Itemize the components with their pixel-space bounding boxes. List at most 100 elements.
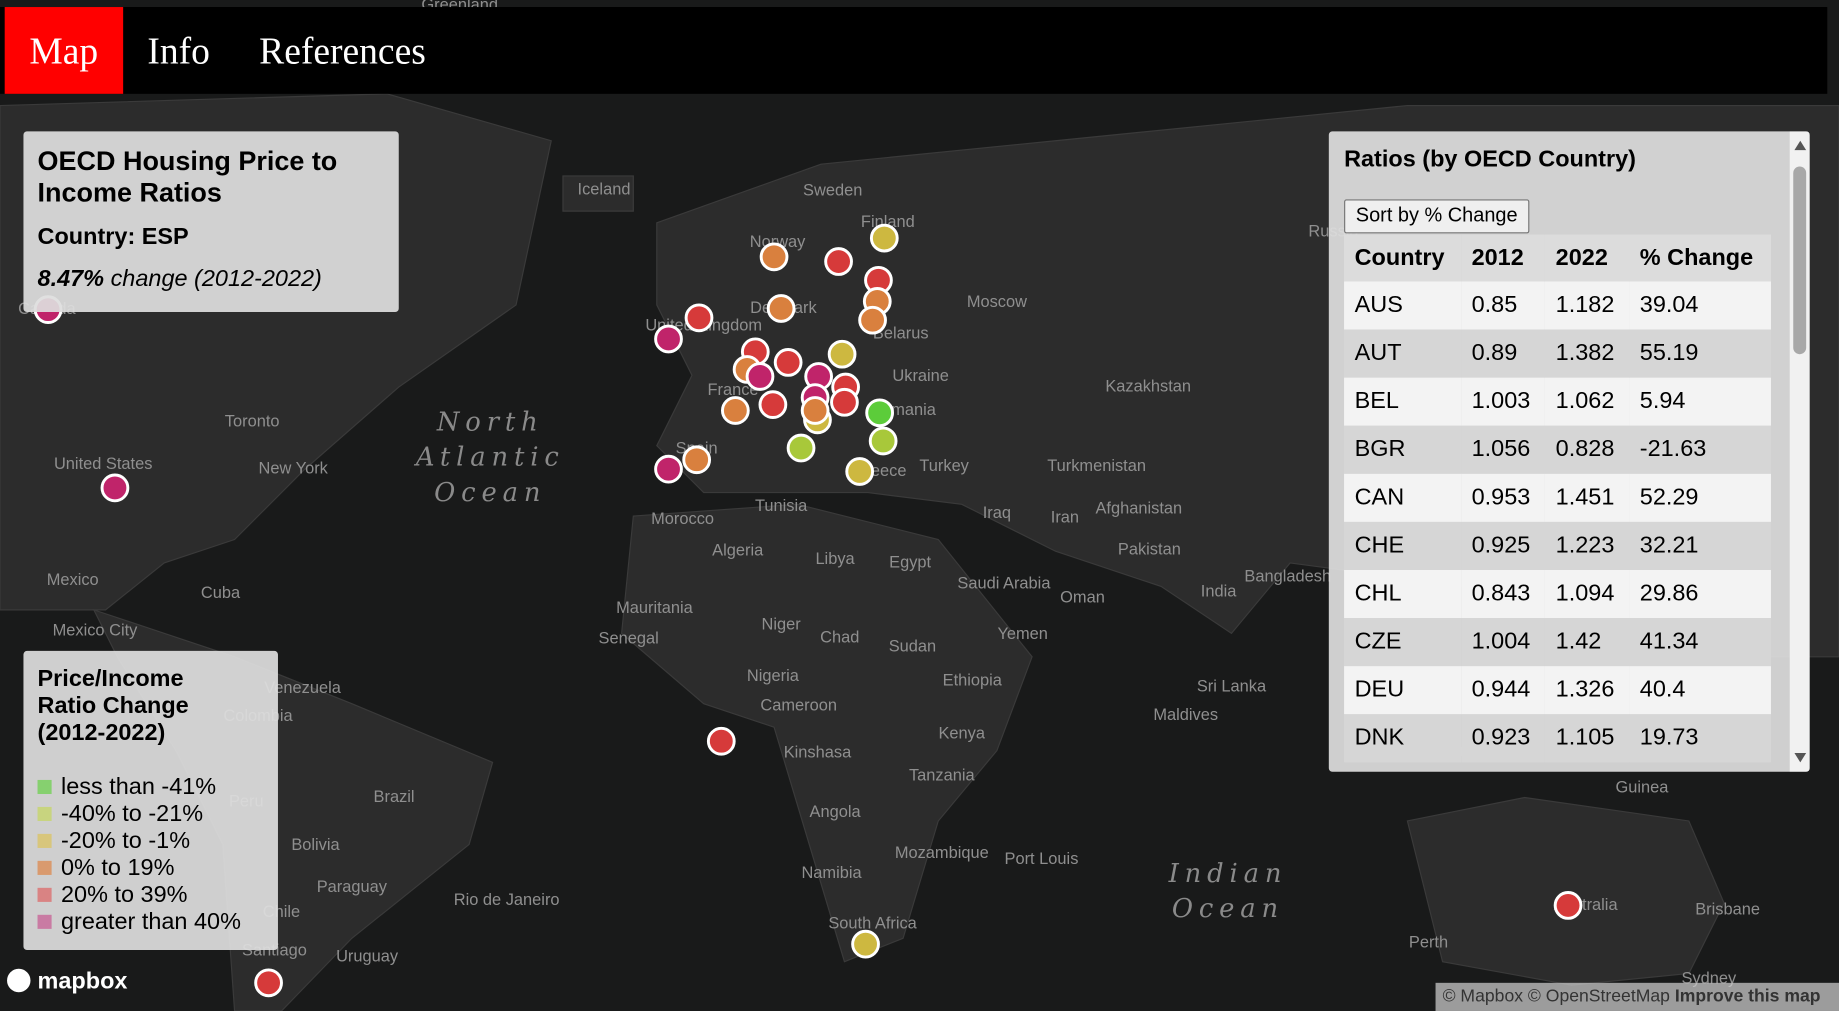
ocean-label: Atlantic <box>414 443 565 473</box>
country-marker[interactable] <box>766 294 796 323</box>
table-cell: 0.89 <box>1461 329 1546 378</box>
table-cell: DNK <box>1344 714 1462 763</box>
place-label: Iceland <box>578 180 631 198</box>
country-marker[interactable] <box>706 726 736 756</box>
table-cell: 29.86 <box>1629 569 1771 619</box>
table-cell: 0.828 <box>1545 425 1630 474</box>
place-label: Moscow <box>967 293 1027 311</box>
scroll-down[interactable] <box>1794 752 1807 763</box>
nav-item[interactable]: Info <box>147 29 210 72</box>
place-label: France <box>707 381 758 399</box>
place-label: Mauritania <box>616 599 693 617</box>
table-cell: 1.105 <box>1545 714 1630 763</box>
country-marker[interactable] <box>254 968 283 998</box>
table-cell: 1.326 <box>1545 666 1630 715</box>
table-cell: 41.34 <box>1629 618 1771 667</box>
country-marker[interactable] <box>100 473 130 503</box>
place-label: Egypt <box>889 553 931 571</box>
place-label: United States <box>54 455 152 473</box>
country-marker[interactable] <box>786 433 816 463</box>
table-cell: 0.925 <box>1461 521 1546 570</box>
legend-label: -40% to -21% <box>60 801 204 827</box>
country-marker[interactable] <box>758 390 788 419</box>
country-marker[interactable] <box>720 396 750 425</box>
sort-button[interactable]: Sort by % Change <box>1344 199 1530 234</box>
place-label: Port Louis <box>1005 850 1079 868</box>
country-marker[interactable] <box>745 362 775 391</box>
country-marker[interactable] <box>773 348 803 377</box>
legend-swatch <box>37 914 52 929</box>
legend-label: less than -41% <box>60 774 217 800</box>
place-label: Namibia <box>801 864 862 882</box>
table-row: BGR 1.056 0.828 -21.63 <box>1344 425 1771 474</box>
place-label: Norway <box>750 233 806 251</box>
country-marker[interactable] <box>824 247 853 276</box>
column-header: 2022 <box>1545 234 1630 282</box>
place-label: Kenya <box>938 725 985 743</box>
place-label: Kinshasa <box>784 743 852 761</box>
legend-label: 20% to 39% <box>60 881 188 908</box>
legend-item: greater than 40% <box>37 909 241 936</box>
ocean-label: North <box>436 407 544 437</box>
nav-item[interactable]: References <box>259 29 426 72</box>
nav-item[interactable]: Map <box>4 7 123 94</box>
table-cell: 1.056 <box>1461 425 1546 474</box>
place-label: Morocco <box>651 510 714 528</box>
country-marker[interactable] <box>845 457 875 486</box>
country-marker[interactable] <box>800 396 830 425</box>
scrollbar[interactable] <box>1789 131 1810 772</box>
legend-swatch <box>37 860 52 875</box>
nav-bar: Map Info References <box>0 7 1828 94</box>
table-cell: 55.19 <box>1629 329 1771 378</box>
place-label: Angola <box>810 803 862 821</box>
attribution-text[interactable]: © Mapbox © OpenStreetMap <box>1442 986 1670 1007</box>
country-marker[interactable] <box>827 339 857 369</box>
country-marker[interactable] <box>684 303 714 333</box>
place-label: Turkmenistan <box>1047 457 1146 475</box>
legend-swatch <box>37 806 52 821</box>
table-cell: AUS <box>1344 281 1462 330</box>
scroll-up[interactable] <box>1794 140 1807 151</box>
country-marker[interactable] <box>682 445 712 475</box>
place-label: Oman <box>1060 588 1105 606</box>
table-cell: CAN <box>1344 473 1462 522</box>
table-cell: BGR <box>1344 425 1462 474</box>
improve-link[interactable]: Improve this map <box>1674 986 1821 1007</box>
country-marker[interactable] <box>868 426 898 456</box>
table-cell: 1.062 <box>1545 377 1630 426</box>
country-marker[interactable] <box>830 387 859 417</box>
country-marker[interactable] <box>869 223 899 253</box>
table-cell: 39.04 <box>1629 281 1771 330</box>
table-cell: 1.223 <box>1545 521 1630 570</box>
column-header: 2012 <box>1461 234 1546 282</box>
country-marker[interactable] <box>654 454 683 484</box>
table-cell: 19.73 <box>1629 714 1771 763</box>
place-label: Finland <box>861 213 915 231</box>
mapbox-logo[interactable]: mapbox <box>7 968 127 996</box>
country-marker[interactable] <box>654 324 683 354</box>
table-row: CZE 1.004 1.42 41.34 <box>1344 618 1771 667</box>
place-label: Libya <box>815 550 855 568</box>
country-marker[interactable] <box>759 242 789 272</box>
table-cell: CZE <box>1344 618 1462 667</box>
info-change-text: change (2012-2022) <box>110 266 322 293</box>
table-row: DNK 0.923 1.105 19.73 <box>1344 714 1771 763</box>
place-label: Algeria <box>712 542 764 560</box>
country-marker[interactable] <box>865 398 894 428</box>
table-row: AUS 0.85 1.182 39.04 <box>1344 281 1771 330</box>
table-cell: 52.29 <box>1629 473 1771 522</box>
country-marker[interactable] <box>1553 891 1583 920</box>
place-label: Sudan <box>889 638 936 656</box>
country-marker[interactable] <box>851 929 880 959</box>
legend-label: -20% to -1% <box>60 828 191 854</box>
scroll-thumb[interactable] <box>1793 166 1807 355</box>
table-cell: 0.923 <box>1461 714 1546 763</box>
place-label: Tunisia <box>755 497 808 515</box>
country-marker[interactable] <box>858 305 887 335</box>
place-label: Bangladesh <box>1244 567 1331 585</box>
place-label: Uruguay <box>336 947 399 965</box>
table-cell: AUT <box>1344 329 1462 378</box>
place-label: Guinea <box>1616 778 1670 796</box>
table-row: AUT 0.89 1.382 55.19 <box>1344 329 1771 378</box>
